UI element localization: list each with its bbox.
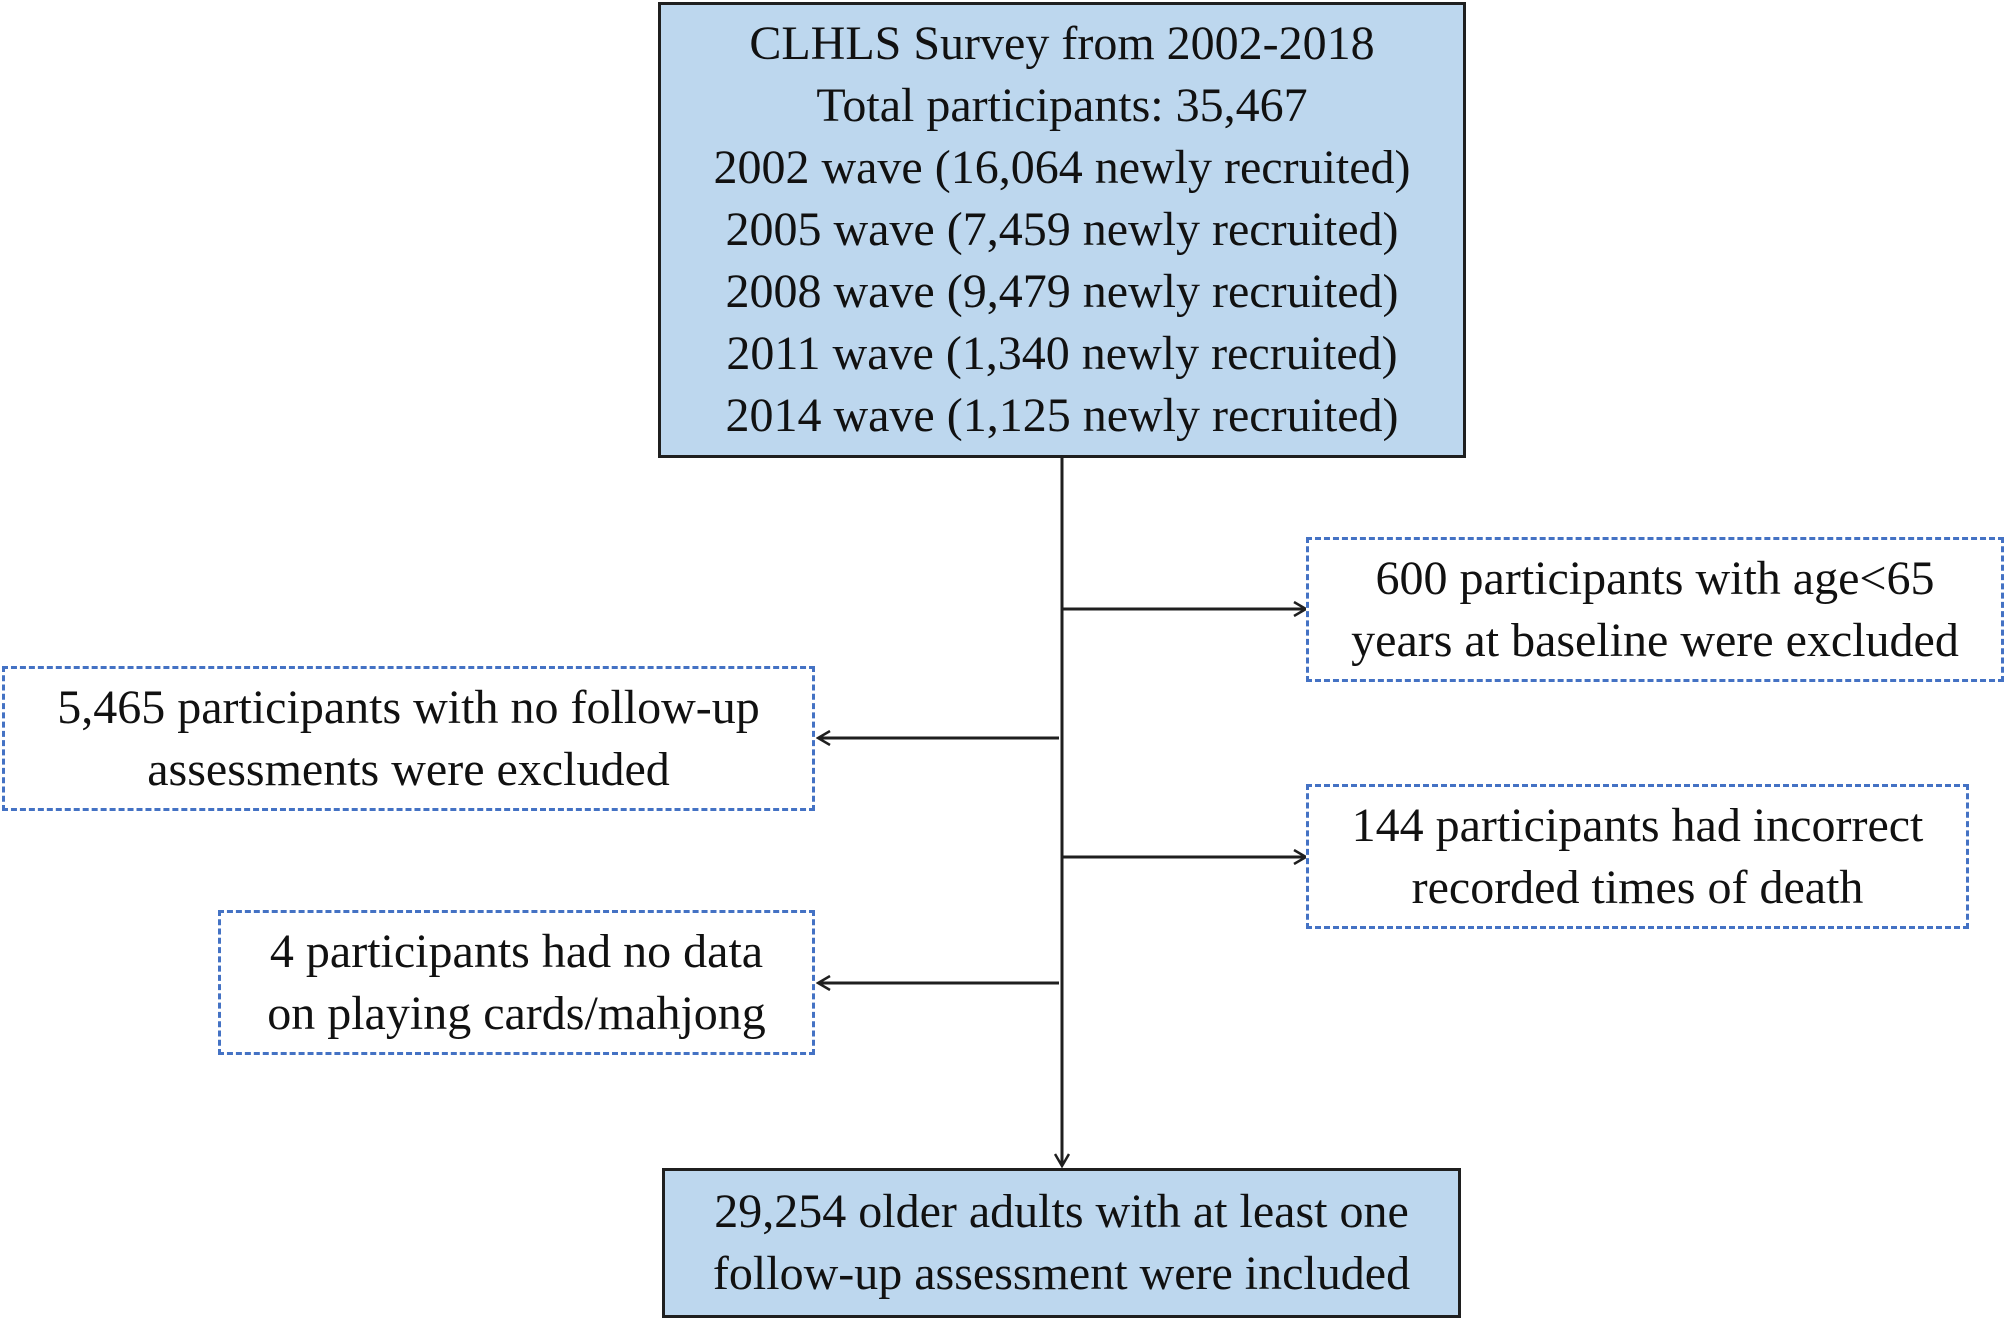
age-exclusion-box: 600 participants with age<65 years at ba… — [1306, 537, 2004, 682]
no-cards-exclusion-box: 4 participants had no data on playing ca… — [218, 910, 815, 1055]
age-exclusion-line-1: 600 participants with age<65 — [1375, 551, 1935, 605]
wave-2011: 2011 wave (1,340 newly recruited) — [726, 327, 1398, 380]
final-included-box: 29,254 older adults with at least one fo… — [662, 1168, 1461, 1318]
no-followup-line-1: 5,465 participants with no follow-up — [57, 680, 760, 734]
age-exclusion-line-2: years at baseline were excluded — [1351, 613, 1959, 667]
death-time-exclusion-box: 144 participants had incorrect recorded … — [1306, 784, 1969, 929]
wave-2014: 2014 wave (1,125 newly recruited) — [725, 389, 1399, 442]
death-time-line-1: 144 participants had incorrect — [1351, 798, 1924, 852]
no-followup-exclusion-box: 5,465 participants with no follow-up ass… — [2, 666, 815, 811]
survey-total-box: CLHLS Survey from 2002-2018 Total partic… — [658, 2, 1466, 458]
no-cards-line-2: on playing cards/mahjong — [267, 986, 766, 1040]
wave-2005: 2005 wave (7,459 newly recruited) — [725, 203, 1399, 256]
final-line-1: 29,254 older adults with at least one — [714, 1185, 1409, 1238]
wave-2002: 2002 wave (16,064 newly recruited) — [713, 141, 1411, 194]
survey-title: CLHLS Survey from 2002-2018 — [749, 17, 1375, 70]
total-participants: Total participants: 35,467 — [816, 79, 1308, 132]
wave-2008: 2008 wave (9,479 newly recruited) — [725, 265, 1399, 318]
final-line-2: follow-up assessment were included — [712, 1247, 1411, 1300]
no-cards-line-1: 4 participants had no data — [269, 924, 764, 978]
no-followup-line-2: assessments were excluded — [147, 742, 670, 796]
death-time-line-2: recorded times of death — [1411, 860, 1864, 914]
